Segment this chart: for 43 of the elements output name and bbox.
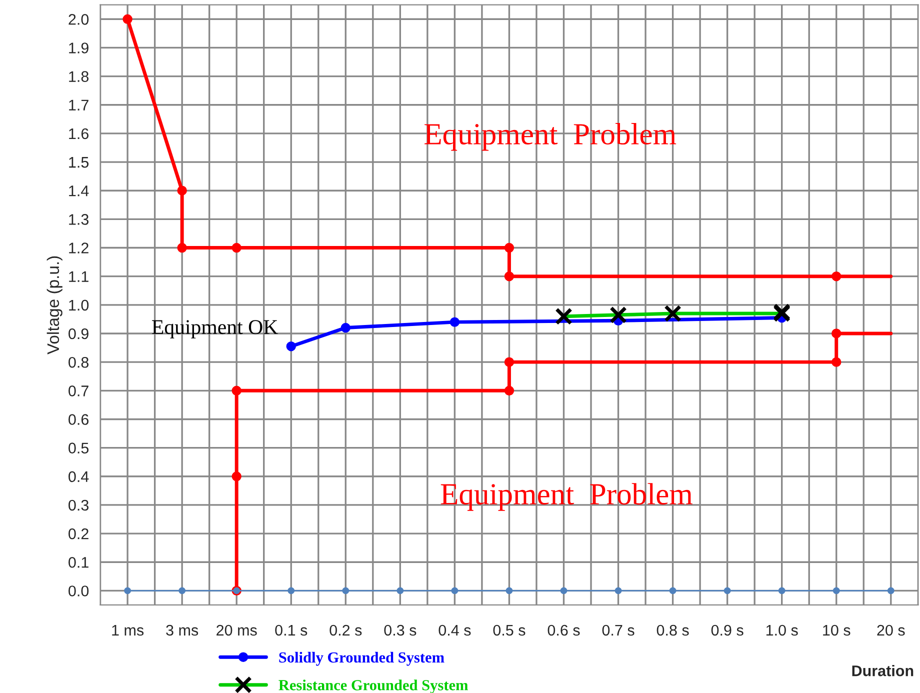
y-tick-label: 0.5 (68, 442, 89, 454)
y-tick-label: 0.6 (68, 414, 88, 425)
x-tick-label: 0.7 s (602, 624, 634, 636)
y-tick-label: 0.1 (68, 556, 88, 568)
x-tick-label: 0.3 s (384, 624, 416, 636)
y-tick-label: 1.3 (69, 214, 88, 225)
y-tick-label: 1.6 (69, 128, 88, 140)
y-tick-label: 1.9 (69, 42, 88, 54)
legend-label: Resistance Grounded System (278, 680, 468, 693)
x-tick-label: 0.4 s (438, 624, 471, 636)
x-tick-label: 0.8 s (656, 624, 689, 636)
x-tick-label: 3 ms (166, 624, 198, 636)
y-tick-label: 0.4 (68, 471, 89, 482)
y-tick-label: 2.0 (68, 14, 89, 25)
x-axis-title: Duration (852, 665, 914, 676)
y-axis-title: Voltage (p.u.) (46, 256, 62, 354)
y-tick-label: 0.0 (68, 586, 89, 596)
y-tick-label: 1.0 (69, 300, 89, 311)
y-tick-label: 0.8 (68, 356, 89, 368)
x-tick-label: 0.6 s (548, 624, 580, 636)
x-tick-label: 0.5 s (493, 624, 526, 636)
y-tick-label: 0.3 (68, 500, 88, 511)
x-tick-label: 20 ms (216, 624, 257, 636)
x-tick-label: 0.2 s (330, 624, 362, 636)
y-tick-label: 0.2 (68, 528, 88, 540)
annotation: Equipment OK (152, 320, 278, 338)
y-tick-label: 1.1 (69, 271, 88, 282)
y-tick-label: 1.7 (69, 100, 88, 110)
x-tick-label: 0.9 s (711, 624, 744, 636)
y-tick-label: 1.4 (69, 186, 89, 196)
annotation: Equipment Problem (440, 483, 692, 511)
x-tick-label: 10 s (823, 624, 850, 636)
annotation: Equipment Problem (424, 123, 676, 151)
legend-label: Solidly Grounded System (279, 652, 444, 666)
y-tick-label: 1.2 (69, 242, 88, 254)
y-tick-label: 1.5 (69, 157, 89, 168)
x-tick-label: 20 s (877, 624, 905, 636)
x-tick-label: 1 ms (112, 624, 144, 636)
y-tick-label: 0.9 (68, 328, 88, 340)
x-tick-label: 1.0 s (766, 624, 798, 636)
y-tick-label: 0.7 (68, 386, 88, 396)
y-tick-label: 1.8 (69, 71, 89, 82)
x-tick-label: 0.1 s (275, 624, 308, 636)
